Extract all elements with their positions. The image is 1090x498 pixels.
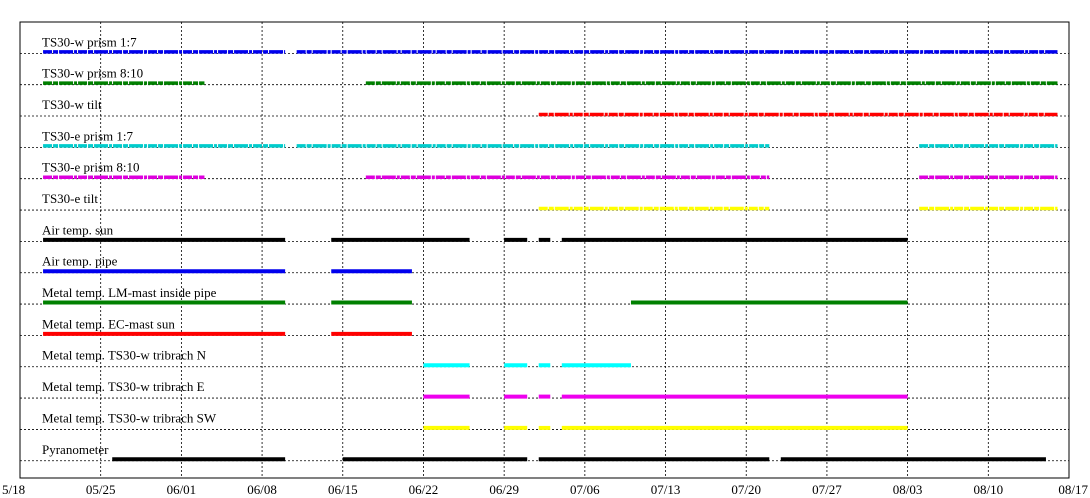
series-label: TS30-w prism 1:7 — [42, 34, 137, 49]
x-tick-label: 06/29 — [489, 482, 519, 497]
x-tick-label: 07/06 — [570, 482, 600, 497]
plot-frame — [19, 21, 1070, 479]
x-tick-layer: 5/18 05/25 06/01 06/08 06/15 06/22 06/29 07/06 0… — [2, 482, 1088, 497]
x-tick-label: 07/20 — [731, 482, 761, 497]
series-label: Metal temp. TS30-w tribrach N — [42, 348, 207, 363]
x-tick-label: 08/10 — [973, 482, 1003, 497]
x-tick-label: 06/01 — [167, 482, 197, 497]
x-tick-label: 08/03 — [893, 482, 923, 497]
series-label: TS30-e prism 8:10 — [42, 160, 140, 175]
x-tick-label: 06/22 — [409, 482, 439, 497]
series-label: Metal temp. TS30-w tribrach SW — [42, 410, 217, 425]
series-label: TS30-e prism 1:7 — [42, 128, 133, 143]
series-label: Metal temp. LM-mast inside pipe — [42, 285, 217, 300]
series-label: TS30-w prism 8:10 — [42, 66, 143, 81]
x-tick-label: 5/18 — [2, 482, 25, 497]
series-layer — [43, 50, 1058, 462]
series-label: TS30-e tilt — [42, 191, 98, 206]
series-label: Air temp. sun — [42, 222, 114, 237]
x-tick-label: 07/27 — [812, 482, 842, 497]
x-tick-label: 07/13 — [651, 482, 681, 497]
x-tick-label: 08/17 — [1058, 482, 1088, 497]
series-label: Pyranometer — [42, 442, 109, 457]
series-label: Air temp. pipe — [42, 254, 118, 269]
series-label-layer: TS30-w prism 1:7 TS30-w prism 8:10 TS30-w … — [42, 34, 217, 456]
x-tick-label: 05/25 — [86, 482, 116, 497]
x-tick-label: 06/08 — [247, 482, 277, 497]
series-label: Metal temp. TS30-w tribrach E — [42, 379, 205, 394]
series-label: Metal temp. EC-mast sun — [42, 316, 175, 331]
x-tick-label: 06/15 — [328, 482, 358, 497]
series-label: TS30-w tilt — [42, 97, 102, 112]
